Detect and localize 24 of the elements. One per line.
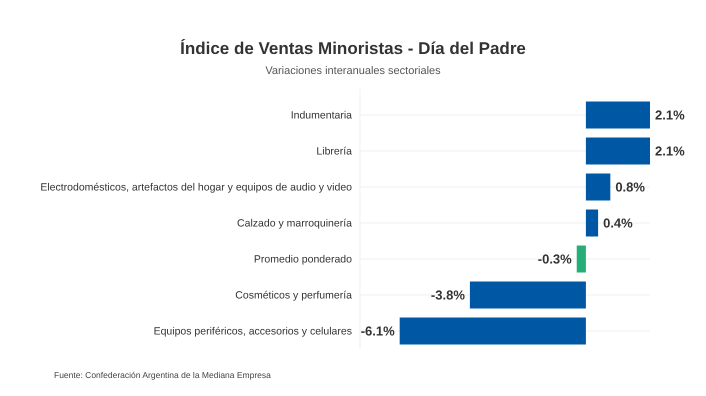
bar <box>586 174 610 200</box>
bar <box>470 282 586 308</box>
y-tick-label: Equipos periféricos, accesorios y celulares <box>154 326 352 338</box>
source-note: Fuente: Confederación Argentina de la Mediana Empresa <box>54 370 272 380</box>
bar <box>586 210 598 236</box>
y-tick-label: Electrodomésticos, artefactos del hogar y equipos de audio y video <box>40 182 352 194</box>
y-tick-label: Indumentaria <box>290 110 352 122</box>
y-tick-label: Librería <box>316 146 352 158</box>
data-label: 2.1% <box>655 144 686 159</box>
data-label: 0.8% <box>615 180 646 195</box>
y-tick-label: Cosméticos y perfumería <box>235 290 352 302</box>
bar <box>586 102 650 128</box>
bar <box>576 246 586 272</box>
data-label: 0.4% <box>603 216 634 231</box>
bar <box>586 138 650 164</box>
chart-title: Índice de Ventas Minoristas - Día del Padre <box>180 38 526 58</box>
y-tick-label: Calzado y marroquinería <box>237 218 352 230</box>
data-label: 2.1% <box>655 108 686 123</box>
data-label: -3.8% <box>430 288 466 303</box>
data-label: -0.3% <box>538 252 572 267</box>
bar <box>400 318 586 344</box>
data-label: -6.1% <box>360 324 396 339</box>
y-tick-label: Promedio ponderado <box>254 254 352 266</box>
chart-subtitle: Variaciones interanuales sectoriales <box>265 65 442 77</box>
